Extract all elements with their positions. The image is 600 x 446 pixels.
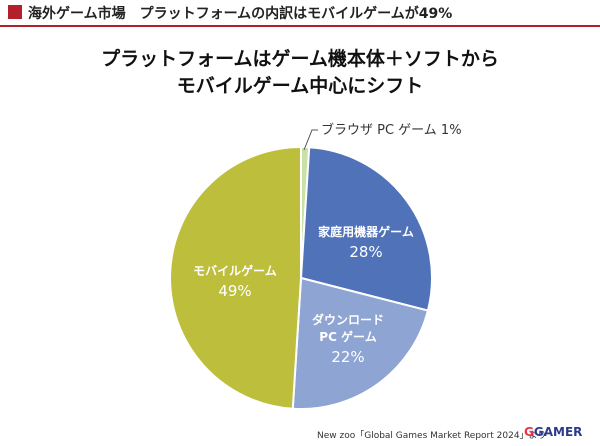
slice-value-3: 49% xyxy=(218,282,251,300)
slice-label-1: 家庭用機器ゲーム 28% xyxy=(318,224,414,261)
pie-slice-2 xyxy=(291,276,430,410)
slice-value-1: 28% xyxy=(349,243,382,261)
chart-title-line-1: プラットフォームはゲーム機本体＋ソフトから xyxy=(101,48,499,70)
slice-name-3-0: モバイルゲーム xyxy=(193,263,277,278)
slice-name-2-1: PC ゲーム xyxy=(319,329,376,344)
slice-label-2: ダウンロード PC ゲーム 22% xyxy=(312,312,384,366)
header-rule xyxy=(0,25,600,27)
slice-name-2-0: ダウンロード xyxy=(312,312,384,327)
chart-title-line-2: モバイルゲーム中心にシフト xyxy=(176,75,424,97)
logo-mark: G xyxy=(524,425,534,439)
slice-name-1-0: 家庭用機器ゲーム xyxy=(318,224,414,239)
pie-slice-3 xyxy=(169,145,302,410)
callout-line xyxy=(303,129,318,151)
slice-label-3: モバイルゲーム 49% xyxy=(193,263,277,300)
callout-label: ブラウザ PC ゲーム 1% xyxy=(321,122,462,138)
logo: GGAMER xyxy=(524,425,582,439)
chart-title: プラットフォームはゲーム機本体＋ソフトから モバイルゲーム中心にシフト xyxy=(0,46,600,100)
logo-text: GAMER xyxy=(533,425,583,439)
header: 海外ゲーム市場 プラットフォームの内訳はモバイルゲームが49% xyxy=(0,0,600,27)
pie-slice-1 xyxy=(299,146,433,312)
header-title: 海外ゲーム市場 プラットフォームの内訳はモバイルゲームが49% xyxy=(28,6,453,22)
source-note: New zoo「Global Games Market Report 2024」… xyxy=(317,431,547,441)
slice-value-2: 22% xyxy=(331,348,364,366)
header-marker xyxy=(8,5,22,19)
